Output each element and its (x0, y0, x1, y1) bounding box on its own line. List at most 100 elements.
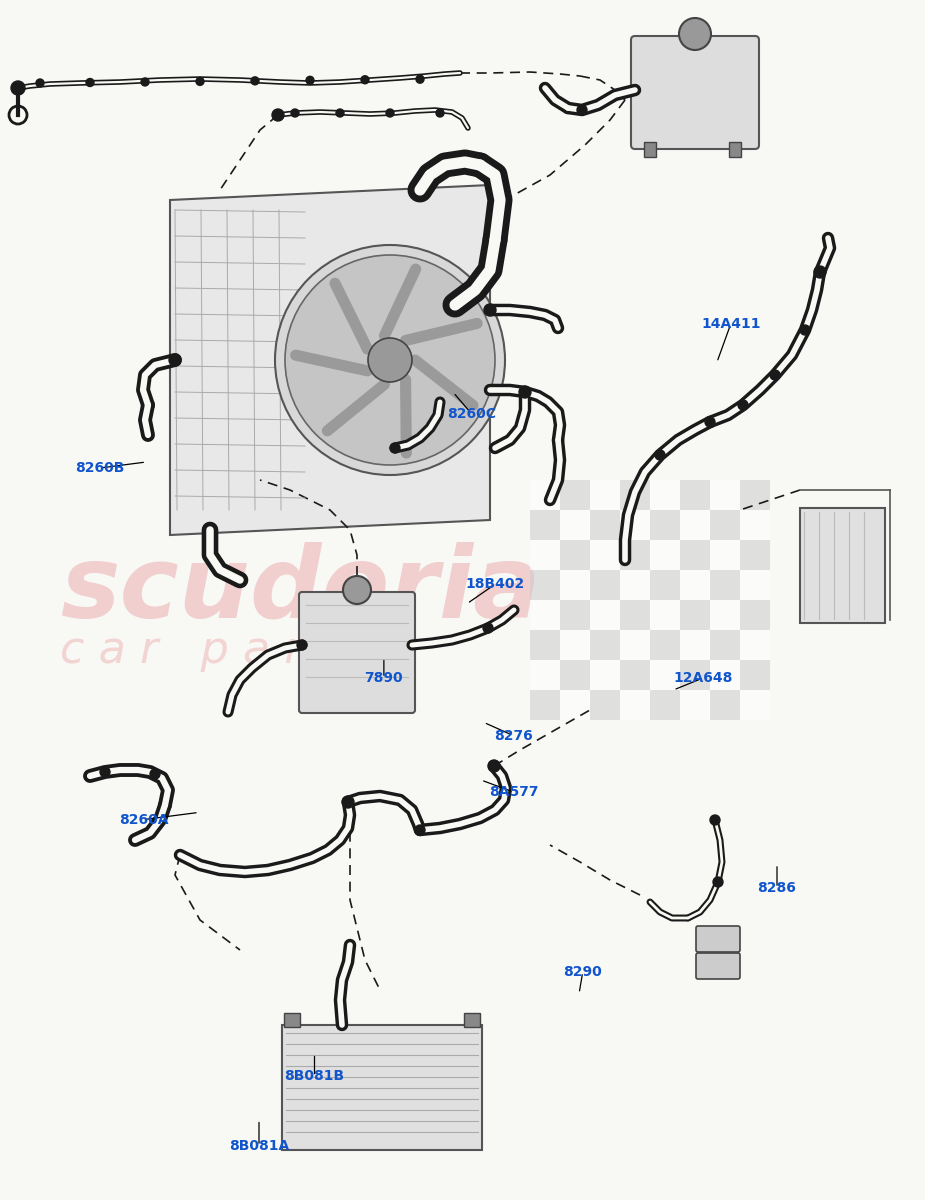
Bar (644, 142, 656, 157)
Bar (710, 690, 740, 720)
Bar (650, 540, 680, 570)
Polygon shape (170, 185, 490, 535)
Text: 14A411: 14A411 (701, 317, 760, 331)
Circle shape (196, 77, 204, 85)
Bar (680, 480, 710, 510)
Circle shape (36, 79, 44, 86)
Text: 18B402: 18B402 (465, 577, 524, 592)
Bar (560, 480, 590, 510)
Circle shape (150, 769, 160, 779)
Bar (620, 570, 650, 600)
Text: 8260A: 8260A (118, 812, 168, 827)
Bar (590, 540, 620, 570)
Bar (740, 660, 770, 690)
Bar (710, 600, 740, 630)
Text: 8A577: 8A577 (488, 785, 538, 799)
Bar (560, 600, 590, 630)
Bar (729, 142, 741, 157)
FancyBboxPatch shape (631, 36, 759, 149)
Text: 8260B: 8260B (75, 461, 125, 475)
Bar (740, 540, 770, 570)
Bar (560, 510, 590, 540)
Circle shape (169, 354, 181, 366)
Bar (590, 660, 620, 690)
Bar (740, 570, 770, 600)
Circle shape (275, 245, 505, 475)
Bar (710, 660, 740, 690)
Circle shape (710, 815, 720, 826)
Bar (284, 1013, 300, 1027)
Bar (590, 600, 620, 630)
Text: 8B081A: 8B081A (228, 1139, 290, 1153)
Bar (680, 510, 710, 540)
Circle shape (436, 109, 444, 116)
Text: 8290: 8290 (563, 965, 602, 979)
Bar (560, 660, 590, 690)
Circle shape (415, 826, 425, 835)
Bar (560, 630, 590, 660)
Bar (740, 690, 770, 720)
Bar (620, 630, 650, 660)
Text: 8276: 8276 (494, 728, 533, 743)
Bar (650, 630, 680, 660)
Bar (710, 570, 740, 600)
Circle shape (100, 767, 110, 778)
Circle shape (705, 416, 715, 427)
Circle shape (386, 109, 394, 116)
Circle shape (291, 109, 299, 116)
Bar (530, 600, 560, 630)
Bar (530, 510, 560, 540)
Bar (680, 690, 710, 720)
Bar (740, 510, 770, 540)
Circle shape (361, 76, 369, 84)
Bar (680, 600, 710, 630)
Bar (650, 690, 680, 720)
Circle shape (11, 80, 25, 95)
Bar (740, 480, 770, 510)
Circle shape (800, 325, 810, 335)
Bar (740, 630, 770, 660)
FancyBboxPatch shape (299, 592, 415, 713)
Bar (464, 1013, 480, 1027)
Circle shape (251, 77, 259, 85)
Bar (650, 480, 680, 510)
Circle shape (342, 796, 354, 808)
Circle shape (483, 623, 493, 634)
Circle shape (488, 760, 500, 772)
Circle shape (713, 877, 723, 887)
Text: 8286: 8286 (758, 881, 796, 895)
Circle shape (738, 400, 748, 410)
Bar (710, 480, 740, 510)
Bar (560, 540, 590, 570)
Circle shape (577, 104, 587, 115)
Bar (620, 480, 650, 510)
Bar (530, 540, 560, 570)
Bar (590, 570, 620, 600)
Bar (620, 510, 650, 540)
Circle shape (484, 304, 496, 316)
Bar (650, 570, 680, 600)
Bar (710, 510, 740, 540)
Circle shape (679, 18, 711, 50)
FancyBboxPatch shape (800, 508, 885, 623)
Bar (650, 510, 680, 540)
Text: 12A648: 12A648 (673, 671, 733, 685)
Circle shape (306, 77, 314, 84)
Bar (680, 540, 710, 570)
Circle shape (770, 370, 780, 380)
Bar (650, 660, 680, 690)
Bar (620, 660, 650, 690)
Circle shape (519, 386, 531, 398)
Bar (620, 540, 650, 570)
Bar (650, 600, 680, 630)
Bar (620, 600, 650, 630)
Bar (560, 690, 590, 720)
Circle shape (368, 338, 412, 382)
Circle shape (416, 76, 424, 83)
Text: 7890: 7890 (364, 671, 403, 685)
Bar (530, 480, 560, 510)
Bar (680, 630, 710, 660)
Circle shape (336, 109, 344, 116)
FancyBboxPatch shape (696, 953, 740, 979)
Bar (680, 570, 710, 600)
